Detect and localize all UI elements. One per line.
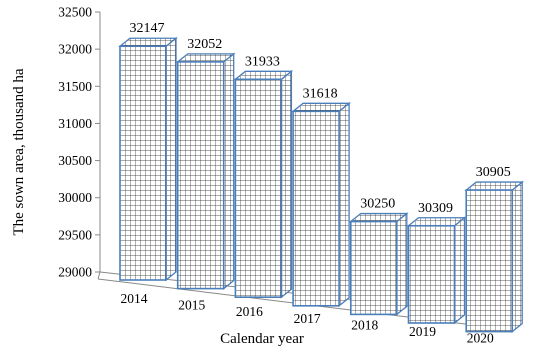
bar-front bbox=[465, 189, 514, 333]
x-tick-label: 2014 bbox=[121, 291, 148, 306]
data-label: 31933 bbox=[245, 54, 280, 69]
bar-top bbox=[291, 102, 351, 112]
bar-top bbox=[464, 181, 525, 191]
bar-front bbox=[407, 224, 456, 324]
x-tick-label: 2015 bbox=[178, 298, 205, 313]
x-tick-label: 2020 bbox=[467, 331, 494, 346]
y-axis-title: The sown area, thousand ha bbox=[11, 68, 27, 235]
y-ticks: 29000 29500 30000 30500 31000 31500 32000 32500 bbox=[58, 5, 100, 280]
bar-front bbox=[234, 78, 283, 299]
y-tick-label: 29000 bbox=[58, 265, 92, 280]
x-tick-label: 2019 bbox=[409, 324, 436, 339]
y-tick-label: 29500 bbox=[58, 227, 92, 242]
x-tick-label: 2016 bbox=[236, 304, 263, 319]
bar-2017 bbox=[291, 101, 351, 308]
bar-side bbox=[396, 212, 408, 316]
bar-side bbox=[165, 36, 177, 282]
bar-side bbox=[511, 180, 523, 333]
x-tick-label: 2018 bbox=[351, 317, 378, 332]
y-tick-label: 30500 bbox=[58, 153, 92, 168]
x-axis-title: Calendar year bbox=[220, 331, 304, 347]
bar-top bbox=[175, 53, 236, 63]
y-tick-label: 30000 bbox=[58, 190, 92, 205]
bar-side bbox=[453, 216, 466, 325]
data-label: 30250 bbox=[360, 197, 395, 212]
data-label: 31618 bbox=[303, 86, 338, 101]
bar-front bbox=[119, 45, 167, 281]
bar-top bbox=[233, 70, 294, 80]
data-labels: 32147 32052 31933 31618 30250 30309 30905 bbox=[130, 21, 511, 216]
bar-front bbox=[292, 110, 340, 307]
bar-top bbox=[118, 37, 178, 47]
bar-front bbox=[349, 220, 398, 316]
y-tick-label: 32000 bbox=[58, 42, 92, 57]
y-tick-label: 31000 bbox=[58, 116, 92, 131]
x-tick-labels: 2014 2015 2016 2017 2018 2019 2020 bbox=[121, 291, 494, 346]
bar-2015 bbox=[175, 52, 236, 290]
bar-2019 bbox=[406, 216, 467, 325]
bar-2020 bbox=[464, 180, 525, 333]
y-tick-label: 31500 bbox=[58, 79, 92, 94]
bar-side bbox=[223, 52, 235, 290]
bar-2018 bbox=[348, 212, 409, 316]
bar-top bbox=[348, 212, 409, 223]
data-label: 32147 bbox=[130, 21, 165, 36]
data-label: 32052 bbox=[187, 37, 222, 52]
data-label: 30309 bbox=[418, 201, 453, 216]
bar-top bbox=[406, 217, 467, 227]
bars bbox=[118, 36, 525, 333]
y-tick-label: 32500 bbox=[58, 5, 92, 20]
data-label: 30905 bbox=[476, 165, 511, 180]
bar-side bbox=[280, 69, 293, 299]
bar-2014 bbox=[118, 36, 178, 282]
x-tick-label: 2017 bbox=[294, 311, 321, 326]
floor-corner bbox=[97, 271, 101, 280]
bar-side bbox=[338, 101, 350, 308]
bar-front bbox=[176, 61, 225, 290]
bar-2016 bbox=[233, 69, 294, 299]
